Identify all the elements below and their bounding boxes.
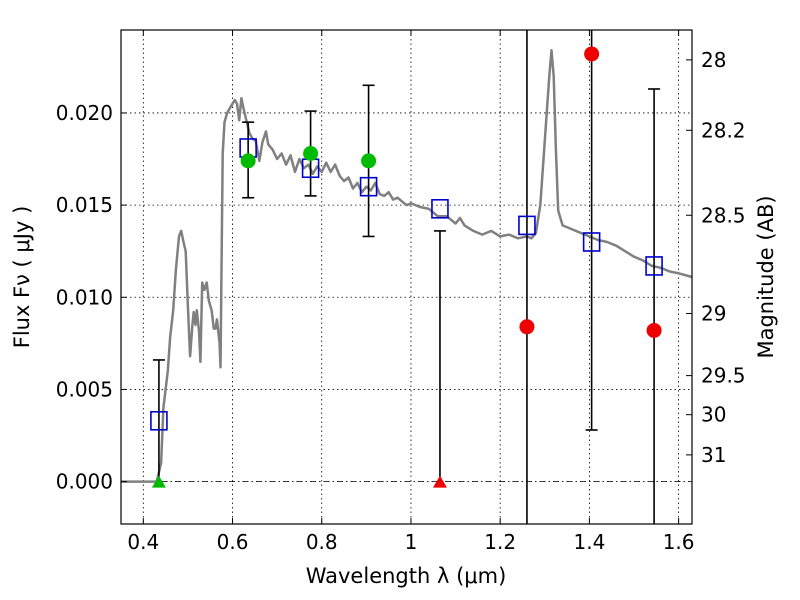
observed-flux-point xyxy=(361,153,377,169)
right-tick-label: 30 xyxy=(701,403,726,427)
y-axis: 0.000 0.005 0.010 0.015 0.020 xyxy=(56,101,127,494)
right-tick-label: 28.2 xyxy=(701,118,746,142)
x-axis-label: Wavelength λ (μm) xyxy=(306,564,507,588)
x-tick-label: 0.8 xyxy=(306,530,338,554)
upper-limit-triangle xyxy=(432,475,447,488)
observed-flux-point xyxy=(584,46,600,62)
right-axis-label: Magnitude (AB) xyxy=(754,195,778,358)
observed-flux-point xyxy=(519,319,535,335)
y-tick-label: 0.020 xyxy=(56,101,113,125)
y-tick-label: 0.000 xyxy=(56,470,113,494)
model-photometry-square xyxy=(518,215,536,236)
observed-flux-point xyxy=(240,153,256,169)
error-bars xyxy=(152,30,661,524)
x-tick-label: 1.4 xyxy=(573,530,605,554)
y-tick-label: 0.010 xyxy=(56,285,113,309)
right-tick-label: 28.5 xyxy=(701,203,746,227)
x-tick-label: 0.6 xyxy=(217,530,249,554)
right-tick-label: 29 xyxy=(701,301,726,325)
model-photometry-square xyxy=(582,232,601,252)
model-photometry-square xyxy=(150,410,168,431)
observations xyxy=(151,46,662,488)
x-tick-label: 0.4 xyxy=(127,530,159,554)
right-axis: 28 28.2 28.5 29 29.5 30 31 xyxy=(686,48,746,467)
right-tick-label: 31 xyxy=(701,443,726,467)
y-tick-label: 0.005 xyxy=(56,377,113,401)
right-tick-label: 29.5 xyxy=(701,364,746,388)
model-photometry-square xyxy=(431,198,449,219)
right-tick-label: 28 xyxy=(701,48,726,72)
model-spectrum-line xyxy=(121,49,693,483)
model-photometry-square xyxy=(645,256,663,276)
y-tick-label: 0.015 xyxy=(56,193,113,217)
y-axis-label: Flux Fν ( μJy ) xyxy=(10,206,34,349)
x-axis: 0.4 0.6 0.8 1 1.2 1.4 1.6 xyxy=(127,30,695,554)
model-spectrum xyxy=(121,49,693,483)
plot-frame xyxy=(120,29,693,525)
x-tick-label: 1.6 xyxy=(663,530,695,554)
model-photometry-square xyxy=(359,176,378,197)
observed-flux-point xyxy=(303,146,319,161)
x-tick-label: 1.2 xyxy=(484,530,516,554)
upper-limit-triangle xyxy=(151,475,166,488)
x-tick-label: 1 xyxy=(405,530,418,554)
observed-flux-point xyxy=(646,322,662,338)
